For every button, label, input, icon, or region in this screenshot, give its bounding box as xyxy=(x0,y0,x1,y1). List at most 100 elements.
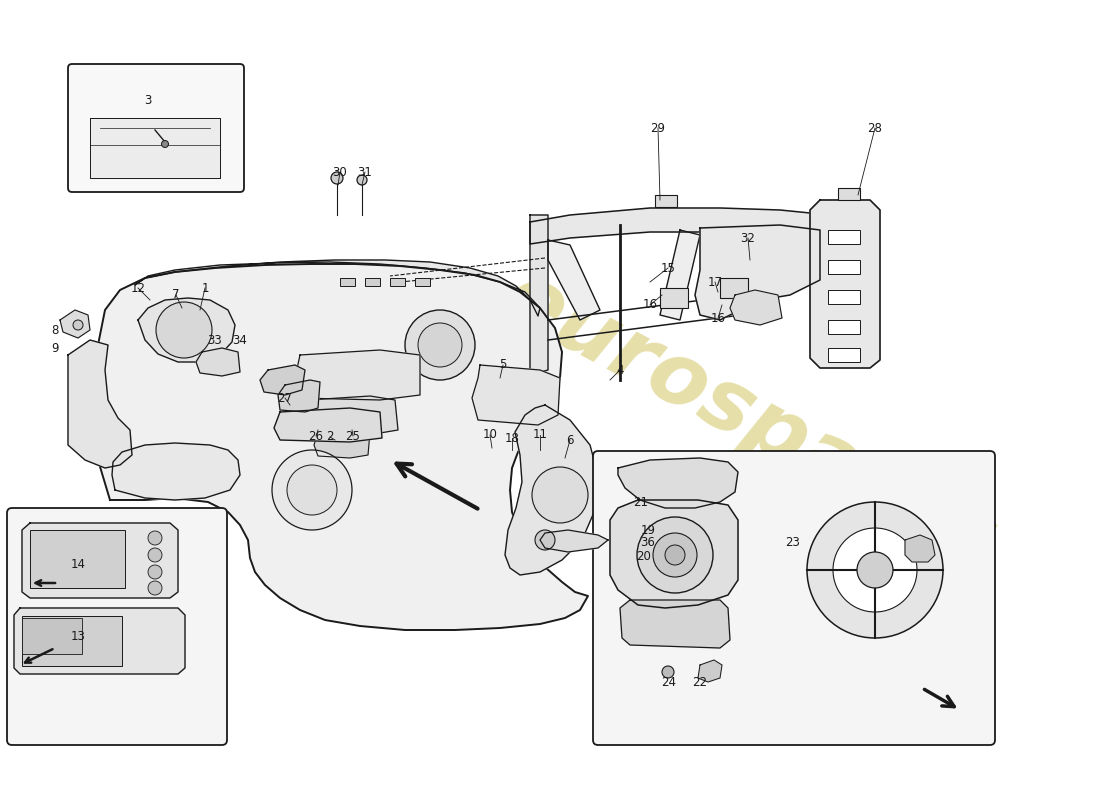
Text: 36: 36 xyxy=(640,537,656,550)
Circle shape xyxy=(358,175,367,185)
Bar xyxy=(828,260,860,274)
Bar xyxy=(22,618,82,654)
Polygon shape xyxy=(135,260,540,316)
Circle shape xyxy=(653,533,697,577)
Bar xyxy=(720,278,748,298)
Polygon shape xyxy=(618,458,738,508)
Text: 32: 32 xyxy=(740,231,756,245)
Circle shape xyxy=(148,581,162,595)
Circle shape xyxy=(418,323,462,367)
Text: 4: 4 xyxy=(616,363,624,377)
Bar xyxy=(30,530,125,588)
Polygon shape xyxy=(90,118,220,178)
Text: 14: 14 xyxy=(70,558,86,571)
Text: 15: 15 xyxy=(661,262,675,274)
Circle shape xyxy=(156,302,212,358)
Circle shape xyxy=(272,450,352,530)
Circle shape xyxy=(148,531,162,545)
Text: 7: 7 xyxy=(173,289,179,302)
Polygon shape xyxy=(196,348,240,376)
Polygon shape xyxy=(260,365,305,395)
Bar xyxy=(415,278,430,286)
Circle shape xyxy=(73,320,82,330)
Circle shape xyxy=(807,502,943,638)
Circle shape xyxy=(405,310,475,380)
Polygon shape xyxy=(274,408,382,442)
Text: 27: 27 xyxy=(277,391,293,405)
Circle shape xyxy=(331,172,343,184)
Text: 16: 16 xyxy=(642,298,658,311)
Polygon shape xyxy=(68,340,132,468)
Polygon shape xyxy=(60,310,90,338)
Text: 29: 29 xyxy=(650,122,666,134)
Polygon shape xyxy=(472,365,560,425)
Bar xyxy=(390,278,405,286)
Polygon shape xyxy=(698,660,722,682)
Text: 16: 16 xyxy=(711,311,726,325)
Circle shape xyxy=(148,548,162,562)
Bar xyxy=(838,188,860,200)
Text: 33: 33 xyxy=(208,334,222,346)
Text: 18: 18 xyxy=(505,431,519,445)
Bar xyxy=(365,278,380,286)
Polygon shape xyxy=(695,225,820,320)
Text: 3: 3 xyxy=(144,94,152,106)
Polygon shape xyxy=(314,430,370,458)
Polygon shape xyxy=(530,215,548,375)
Bar xyxy=(828,290,860,304)
Text: 31: 31 xyxy=(358,166,373,178)
Polygon shape xyxy=(304,396,398,435)
Text: 30: 30 xyxy=(332,166,348,178)
Polygon shape xyxy=(22,523,178,598)
Polygon shape xyxy=(810,200,880,368)
Bar xyxy=(654,195,676,207)
Bar xyxy=(660,288,688,308)
Polygon shape xyxy=(295,350,420,400)
Polygon shape xyxy=(530,208,860,244)
Polygon shape xyxy=(905,535,935,562)
Circle shape xyxy=(532,467,588,523)
Polygon shape xyxy=(620,600,730,648)
Bar xyxy=(22,616,122,666)
Text: 1: 1 xyxy=(201,282,209,294)
Polygon shape xyxy=(660,230,700,320)
Circle shape xyxy=(162,141,168,147)
Bar xyxy=(828,230,860,244)
Text: 11: 11 xyxy=(532,429,548,442)
Circle shape xyxy=(662,666,674,678)
Bar xyxy=(340,278,355,286)
Bar xyxy=(828,348,860,362)
Polygon shape xyxy=(14,608,185,674)
Circle shape xyxy=(148,565,162,579)
Polygon shape xyxy=(540,530,608,552)
Polygon shape xyxy=(112,443,240,500)
Text: 21: 21 xyxy=(634,497,649,510)
Text: 34: 34 xyxy=(232,334,248,346)
Text: 26: 26 xyxy=(308,430,323,442)
Text: 20: 20 xyxy=(637,550,651,562)
Polygon shape xyxy=(610,500,738,608)
Text: 10: 10 xyxy=(483,429,497,442)
Text: 12: 12 xyxy=(131,282,145,294)
Circle shape xyxy=(666,545,685,565)
Polygon shape xyxy=(138,298,235,362)
Polygon shape xyxy=(278,380,320,412)
Circle shape xyxy=(637,517,713,593)
Text: a passion for parts since 1985: a passion for parts since 1985 xyxy=(517,436,844,624)
FancyBboxPatch shape xyxy=(68,64,244,192)
Text: 28: 28 xyxy=(868,122,882,134)
Circle shape xyxy=(833,528,917,612)
Text: 13: 13 xyxy=(70,630,86,643)
Text: 9: 9 xyxy=(52,342,58,354)
Circle shape xyxy=(287,465,337,515)
Polygon shape xyxy=(730,290,782,325)
Text: 17: 17 xyxy=(707,275,723,289)
Bar xyxy=(828,320,860,334)
Polygon shape xyxy=(548,240,600,320)
Circle shape xyxy=(535,530,556,550)
FancyBboxPatch shape xyxy=(7,508,227,745)
Text: 25: 25 xyxy=(345,430,361,442)
Polygon shape xyxy=(95,264,589,630)
Polygon shape xyxy=(505,405,598,575)
Circle shape xyxy=(857,552,893,588)
